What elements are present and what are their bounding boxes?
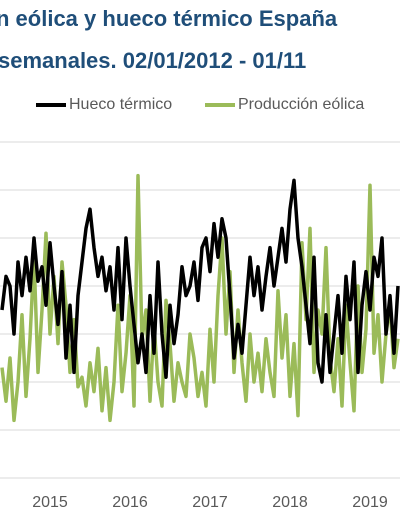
x-tick-label: 2017: [192, 494, 228, 511]
x-tick-label: 2019: [352, 494, 388, 511]
x-tick-label: 2016: [112, 494, 148, 511]
x-tick-label: 2018: [272, 494, 308, 511]
x-tick-label: 2015: [32, 494, 68, 511]
legend-label: Hueco térmico: [69, 96, 172, 113]
series-line: [0, 178, 400, 384]
chart-subtitle: semanales. 02/01/2012 - 01/11: [0, 48, 306, 73]
chart-title: n eólica y hueco térmico España: [0, 6, 338, 31]
legend-label: Producción eólica: [238, 96, 364, 113]
